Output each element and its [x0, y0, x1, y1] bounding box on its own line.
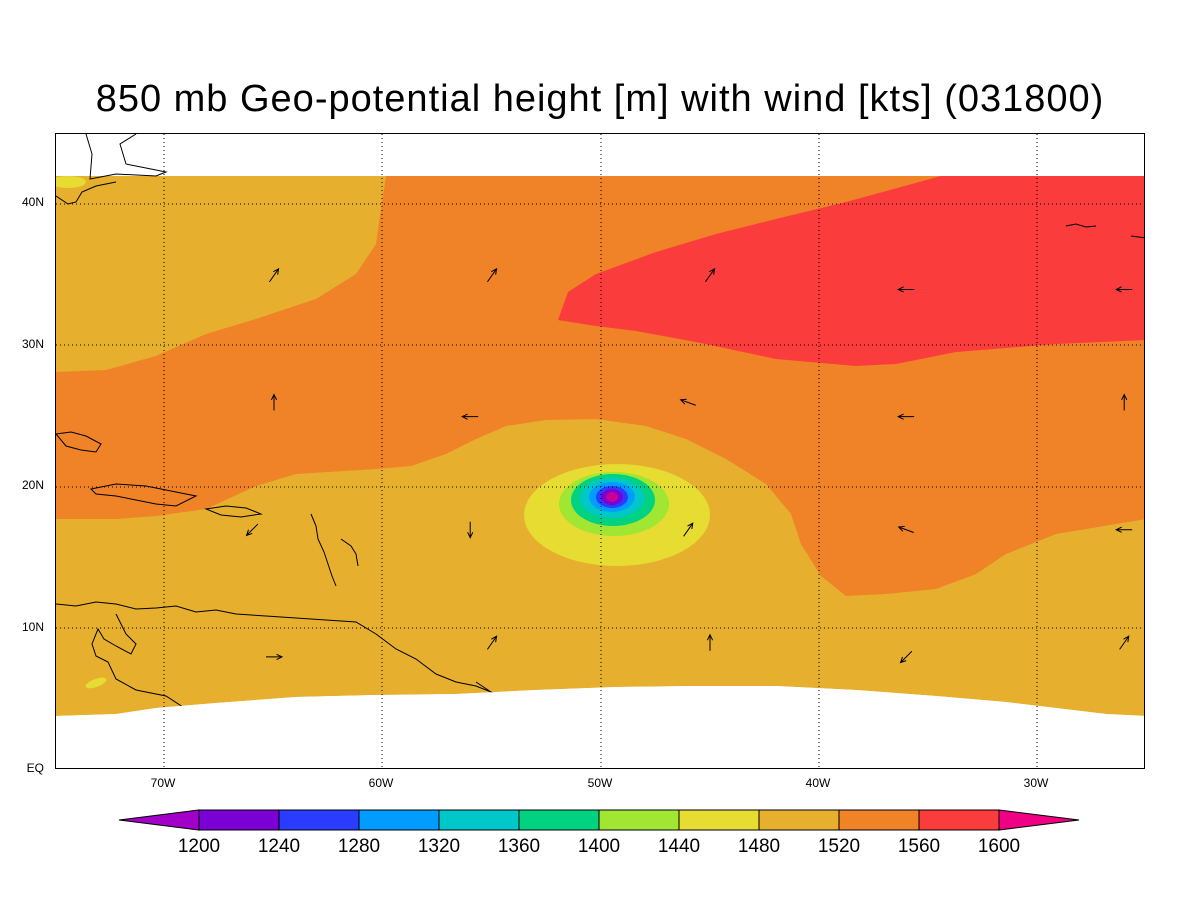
colorbar-segment	[198, 809, 280, 831]
colorbar-label: 1360	[497, 836, 541, 857]
colorbar-segment	[598, 809, 680, 831]
wind-arrow	[269, 267, 280, 283]
gridlines	[56, 134, 1144, 768]
colorbar-label: 1240	[257, 836, 301, 857]
wind-arrow	[897, 286, 915, 293]
wind-arrow	[461, 413, 479, 420]
wind-arrow	[245, 523, 259, 537]
wind-arrow	[266, 653, 284, 660]
y-tick-label: 40N	[21, 195, 44, 209]
colorbar-segment	[758, 809, 840, 831]
colorbar-label: 1280	[337, 836, 381, 857]
map-canvas	[56, 134, 1144, 768]
wind-arrow	[487, 267, 498, 283]
x-tick-label: 60W	[368, 776, 394, 790]
colorbar-max-arrow	[998, 809, 1080, 831]
colorbar-label: 1400	[577, 836, 621, 857]
colorbar-segment	[838, 809, 920, 831]
colorbar-label: 1520	[817, 836, 861, 857]
x-tick-label: 40W	[805, 776, 831, 790]
wind-arrow	[1119, 635, 1130, 650]
contour-band-1480-ne	[56, 176, 86, 188]
wind-arrow	[1115, 526, 1133, 533]
contour-band-1200	[606, 492, 618, 502]
colorbar-label: 1600	[977, 836, 1021, 857]
contour-band-1600	[558, 176, 1144, 366]
colorbar-label: 1560	[897, 836, 941, 857]
colorbar-label: 1320	[417, 836, 461, 857]
x-tick-label: 50W	[587, 776, 613, 790]
y-tick-label: 30N	[21, 337, 44, 351]
colorbar-segment	[278, 809, 360, 831]
wind-arrow	[467, 521, 474, 539]
x-tick-label: 70W	[150, 776, 176, 790]
colorbar-segment	[518, 809, 600, 831]
colorbar-segment	[438, 809, 520, 831]
wind-arrow	[897, 413, 915, 420]
colorbar-label: 1480	[737, 836, 781, 857]
no-data-region	[56, 686, 1144, 768]
wind-arrow	[679, 398, 696, 406]
colorbar-segment	[358, 809, 440, 831]
colorbar-segment	[918, 809, 1000, 831]
wind-arrow	[683, 522, 694, 537]
y-tick-label: EQ	[26, 761, 44, 775]
y-tick-label: 20N	[21, 478, 44, 492]
y-tick-label: 10N	[21, 620, 44, 634]
x-tick-label: 30W	[1023, 776, 1049, 790]
wind-arrow	[899, 650, 913, 664]
wind-arrow	[270, 393, 278, 411]
wind-arrow	[487, 635, 498, 650]
wind-vectors-layer	[245, 267, 1133, 664]
wind-arrow	[1115, 286, 1133, 293]
wind-arrow	[706, 633, 714, 651]
wind-arrow	[1121, 393, 1128, 411]
wind-arrow	[897, 525, 914, 533]
contour-band-1480-blob	[85, 677, 107, 689]
map-panel	[55, 133, 1145, 769]
colorbar-min-arrow	[118, 809, 200, 831]
chart-title: 850 mb Geo-potential height [m] with win…	[95, 78, 1105, 120]
colorbar-segment	[678, 809, 760, 831]
colorbar-label: 1440	[657, 836, 701, 857]
wind-arrow	[705, 267, 716, 283]
colorbar-label: 1200	[177, 836, 221, 857]
